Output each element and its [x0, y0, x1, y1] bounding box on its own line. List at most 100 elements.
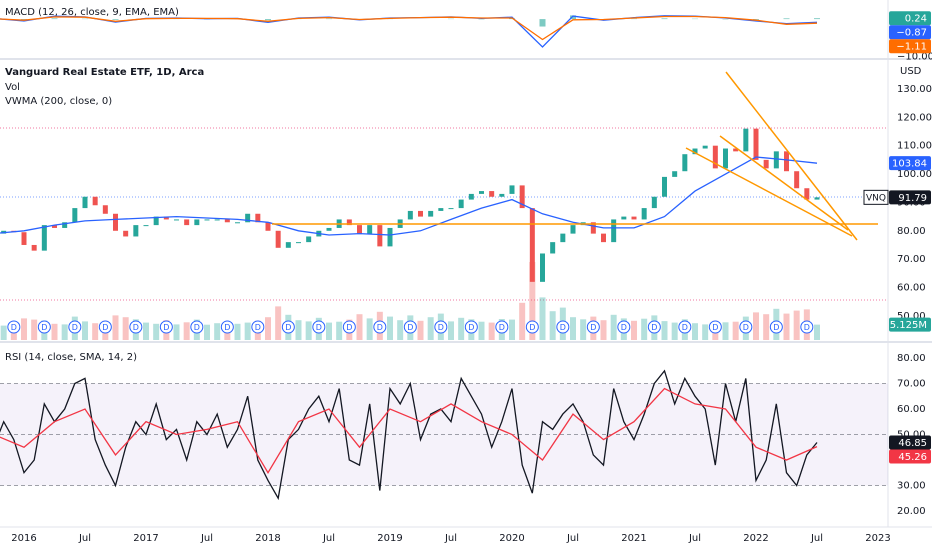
volume-bar: [570, 317, 576, 340]
vwma-title: VWMA (200, close, 0): [5, 96, 112, 107]
y-tick-label: 20.00: [897, 506, 926, 517]
last-value-label: 45.26: [898, 452, 927, 463]
series-line: [0, 156, 818, 236]
candle: [92, 196, 98, 206]
unit: USD: [900, 66, 922, 77]
candle: [712, 145, 718, 169]
candle: [21, 232, 27, 245]
dividend-label: D: [590, 323, 596, 332]
candle: [428, 210, 434, 217]
dividend-marker: [129, 320, 143, 334]
dividend-marker: [800, 320, 814, 334]
candle: [174, 219, 179, 221]
candle: [113, 213, 118, 231]
x-tick-label: 2022: [743, 533, 768, 544]
candle: [601, 233, 606, 243]
candle: [763, 159, 769, 169]
macd-title: MACD (12, 26, close, 9, EMA, EMA): [5, 7, 179, 18]
dividend-label: D: [224, 323, 230, 332]
candle: [346, 219, 352, 226]
last-value-label: −0.87: [896, 28, 927, 39]
volume-bar: [519, 302, 526, 340]
trend-line: [719, 135, 849, 231]
candle: [387, 227, 393, 247]
candle: [285, 242, 291, 248]
dividend-label: D: [621, 323, 627, 332]
volume-bar: [122, 317, 129, 340]
candle: [52, 225, 57, 228]
volume-bar: [692, 323, 698, 340]
dividend-label: D: [194, 323, 200, 332]
candle: [184, 219, 190, 226]
dividend-label: D: [133, 323, 139, 332]
volume-bar: [234, 323, 241, 340]
candle: [692, 148, 698, 155]
last-value-badge: [889, 435, 931, 450]
last-value-badge: [889, 449, 931, 464]
dividend-marker: [495, 320, 509, 334]
volume-bar: [204, 324, 210, 340]
candle: [814, 197, 820, 200]
dividend-marker: [68, 320, 82, 334]
candle: [367, 225, 373, 234]
candle: [590, 222, 596, 234]
dividend-marker: [434, 320, 448, 334]
candle: [265, 222, 271, 231]
candle: [560, 233, 566, 243]
volume-bar: [295, 320, 302, 340]
dividend-marker: [159, 320, 173, 334]
volume-bar: [356, 314, 363, 340]
candle: [509, 185, 515, 194]
dividend-marker: [617, 320, 631, 334]
volume-bar: [153, 323, 160, 340]
symbol-badge: [863, 189, 889, 205]
dividend-label: D: [468, 323, 474, 332]
dividend-marker: [373, 320, 387, 334]
series-line: [0, 15, 818, 41]
histogram-bar: [570, 15, 576, 20]
last-value-label: 46.85: [898, 438, 927, 449]
histogram-bar: [21, 19, 27, 20]
x-tick-label: 2021: [621, 533, 646, 544]
last-value-label: 91.79: [898, 193, 927, 204]
candle: [214, 219, 220, 221]
candle: [804, 188, 810, 200]
x-tick-label: Jul: [78, 533, 91, 544]
last-value-badge: [889, 11, 931, 26]
y-tick-label: 50.00: [897, 311, 926, 322]
volume-bar: [275, 306, 282, 340]
volume-bar: [143, 322, 149, 340]
candle: [62, 222, 68, 228]
candle: [458, 199, 464, 209]
candle: [479, 191, 484, 194]
histogram-bar: [265, 19, 271, 21]
y-tick-label: 110.00: [897, 141, 932, 152]
x-tick-label: Jul: [566, 533, 579, 544]
candle: [143, 225, 149, 227]
volume-bar: [417, 320, 424, 340]
x-tick-label: 2019: [377, 533, 402, 544]
volume-bar: [600, 320, 607, 340]
histogram-bar: [783, 18, 790, 20]
dividend-marker: [464, 320, 478, 334]
volume-bar: [173, 324, 180, 340]
candle: [235, 222, 240, 224]
dividend-label: D: [804, 323, 810, 332]
dividend-label: D: [773, 323, 779, 332]
symbol-label: VNQ: [866, 193, 886, 203]
candle: [306, 236, 312, 243]
candle: [529, 208, 535, 282]
x-tick-label: Jul: [200, 533, 213, 544]
dividend-marker: [525, 320, 539, 334]
y-tick-label: 60.00: [897, 404, 926, 415]
volume-bar: [31, 319, 38, 340]
trend-line: [725, 71, 858, 241]
histogram-bar: [51, 18, 58, 20]
dividend-marker: [769, 320, 783, 334]
dividend-label: D: [377, 323, 383, 332]
last-value-badge: [889, 317, 931, 332]
candle: [773, 151, 779, 169]
x-tick-label: Jul: [810, 533, 823, 544]
